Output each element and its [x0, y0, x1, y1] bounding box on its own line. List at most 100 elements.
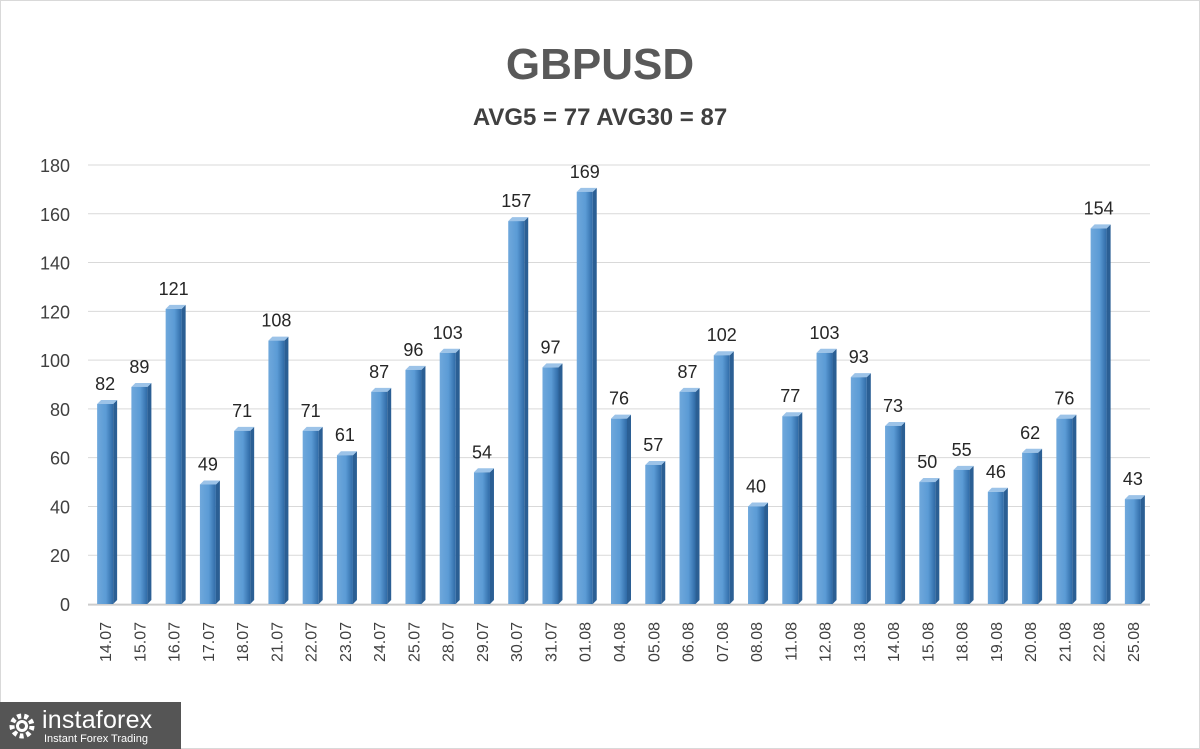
x-axis-ticks: 14.07 15.07 16.07 17.07 18.07 21.07 22.07 23.07… [98, 622, 1143, 662]
bar-front [1090, 228, 1107, 604]
data-label: 87 [369, 362, 389, 382]
x-tick-label: 15.07 [132, 622, 149, 662]
data-label: 73 [883, 396, 903, 416]
data-label: 93 [849, 347, 869, 367]
x-tick-label: 25.07 [406, 622, 423, 662]
bar-top [371, 387, 392, 392]
bar-top [713, 351, 734, 356]
bar-top [885, 421, 906, 426]
bar-side [729, 351, 734, 604]
bar-front [199, 484, 216, 604]
bar-front [713, 355, 730, 604]
bar [336, 451, 357, 604]
bar-front [336, 455, 353, 604]
data-label: 169 [570, 162, 600, 182]
bar-side [455, 348, 460, 604]
data-label: 82 [95, 374, 115, 394]
data-label: 49 [198, 454, 218, 474]
x-tick-label: 23.07 [338, 622, 355, 662]
x-tick-label: 15.08 [920, 622, 937, 662]
bar-front [1022, 452, 1039, 604]
y-tick-label: 180 [40, 156, 70, 176]
x-tick-label: 14.08 [886, 622, 903, 662]
bar-front [611, 418, 627, 604]
y-axis-ticks: 0 20 40 60 80 100 120 140 160 180 [40, 156, 70, 615]
bar-top [850, 373, 871, 378]
bar [645, 460, 666, 604]
bar-top [439, 348, 460, 353]
bar-front [405, 369, 422, 604]
data-label: 157 [501, 191, 531, 211]
data-label: 121 [159, 279, 189, 299]
x-tick-label: 22.08 [1092, 622, 1109, 662]
bar-side [284, 336, 289, 604]
y-tick-label: 60 [50, 449, 70, 469]
bar-front [953, 469, 970, 604]
bar-top [405, 365, 426, 370]
bar [748, 502, 769, 604]
x-tick-label: 18.07 [235, 622, 252, 662]
bar-top [268, 336, 289, 341]
x-tick-label: 06.08 [681, 622, 698, 662]
bar [302, 426, 323, 604]
y-tick-label: 140 [40, 254, 70, 274]
x-tick-label: 21.08 [1057, 622, 1074, 662]
bar [439, 348, 460, 604]
bar-side [250, 426, 255, 604]
data-label: 61 [335, 425, 355, 445]
bar [405, 365, 426, 604]
data-label: 57 [643, 435, 663, 455]
bar [713, 351, 734, 604]
bar-top [302, 426, 323, 431]
x-tick-label: 05.08 [646, 622, 663, 662]
bar-top [1090, 224, 1111, 229]
x-tick-label: 04.08 [612, 622, 629, 662]
bar-side [1072, 414, 1077, 604]
x-tick-label: 22.07 [304, 622, 321, 662]
instaforex-logo: instaforex Instant Forex Trading [0, 702, 181, 749]
bar [919, 478, 940, 604]
bar-front [165, 308, 182, 604]
bar-side [489, 468, 494, 604]
y-tick-label: 20 [50, 546, 70, 566]
bar [1124, 495, 1145, 604]
bar-front [302, 430, 319, 604]
bar-side [215, 480, 220, 604]
bar [576, 187, 597, 605]
gear-icon [9, 713, 35, 739]
x-tick-label: 17.07 [201, 622, 218, 662]
logo-tagline: Instant Forex Trading [44, 733, 148, 745]
bar-front [542, 367, 559, 604]
bar-top [645, 460, 666, 465]
bar [679, 387, 700, 604]
bar-top [131, 382, 152, 387]
logo-name: instaforex [42, 706, 153, 734]
bar-side [387, 387, 392, 604]
data-labels: 82 89 121 49 71 108 71 61 87 96 103 54 157 97 169 76 57 8… [95, 162, 1143, 497]
bar-front [97, 404, 114, 604]
bar-top [234, 426, 255, 431]
x-tick-label: 18.08 [955, 622, 972, 662]
bar-top [953, 465, 974, 470]
bar-side [318, 426, 323, 604]
bar-front [439, 352, 456, 604]
data-label: 89 [129, 357, 149, 377]
bar-top [748, 502, 769, 507]
data-label: 97 [540, 337, 560, 357]
bar-top [336, 451, 357, 456]
chart-title: GBPUSD [505, 40, 695, 89]
bar-side [1106, 224, 1111, 604]
bar-top [816, 348, 837, 353]
x-tick-label: 21.07 [269, 622, 286, 662]
bar-side [901, 421, 906, 604]
bar-front [679, 391, 696, 604]
data-label: 71 [301, 401, 321, 421]
data-label: 103 [810, 323, 840, 343]
bar-side [113, 400, 118, 604]
bar-front [748, 506, 765, 604]
bar-front [782, 416, 799, 604]
bar-side [524, 217, 529, 604]
bar-front [885, 425, 902, 604]
bar [234, 426, 255, 604]
